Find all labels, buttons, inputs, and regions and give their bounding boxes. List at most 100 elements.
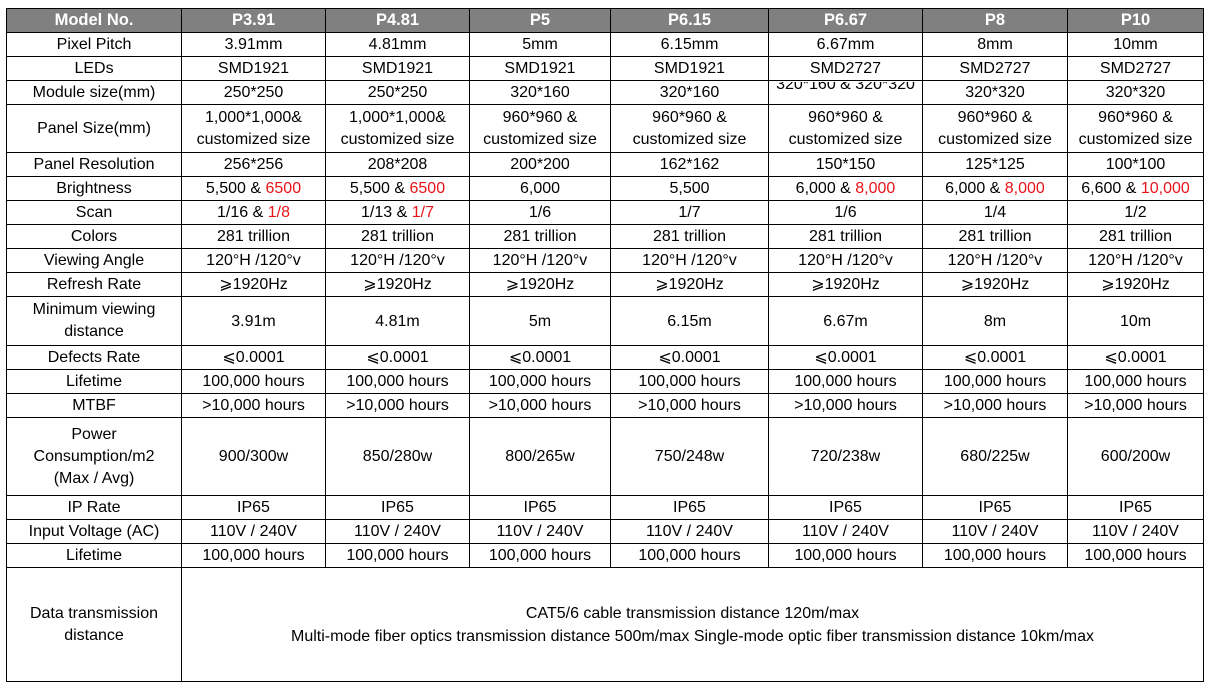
spec-cell: 120°H /120°v <box>1067 248 1204 273</box>
spec-cell: 100,000 hours <box>1067 543 1204 568</box>
spec-cell: 281 trillion <box>1067 224 1204 249</box>
spec-cell: 750/248w <box>610 417 769 496</box>
header-row: Model No. P3.91 P4.81 P5 P6.15 P6.67 P8 P10 <box>6 8 1204 33</box>
table-row: Minimum viewing distance 3.91m 4.81m 5m 6.15m… <box>6 296 1204 346</box>
spec-cell: SMD2727 <box>1067 56 1204 81</box>
table-row: Viewing Angle 120°H /120°v 120°H /120°v 120… <box>6 248 1204 273</box>
spec-cell: 4.81mm <box>325 32 470 57</box>
spec-cell: 320*320 <box>1067 80 1204 105</box>
spec-cell: 5,500 <box>610 176 769 201</box>
spec-cell: 110V / 240V <box>610 519 769 544</box>
spec-cell: 110V / 240V <box>1067 519 1204 544</box>
spec-cell: 100,000 hours <box>1067 369 1204 394</box>
spec-cell: 6,000 <box>469 176 611 201</box>
data-transmission-cell: CAT5/6 cable transmission distance 120m/… <box>181 567 1204 682</box>
spec-cell: ⩾1920Hz <box>610 272 769 297</box>
text-line: customized size <box>340 130 455 148</box>
spec-cell: 281 trillion <box>922 224 1068 249</box>
row-label: Panel Size(mm) <box>6 104 182 153</box>
highlight-value: 8,000 <box>1004 180 1045 197</box>
row-label: IP Rate <box>6 495 182 520</box>
highlight-value: 1/8 <box>267 204 290 221</box>
spec-cell: 6.67m <box>768 296 923 346</box>
value-text: 6,600 & <box>1081 180 1141 197</box>
spec-cell: 960*960 & customized size <box>610 104 769 153</box>
table-row: Pixel Pitch 3.91mm 4.81mm 5mm 6.15mm 6.67mm 8m… <box>6 32 1204 57</box>
spec-cell: 100,000 hours <box>922 369 1068 394</box>
spec-cell: ⩽0.0001 <box>922 345 1068 370</box>
spec-cell: 110V / 240V <box>768 519 923 544</box>
spec-cell: 5,500 & 6500 <box>181 176 326 201</box>
transmission-line: CAT5/6 cable transmission distance 120m/… <box>525 604 860 622</box>
header-model: P4.81 <box>325 8 470 33</box>
spec-cell: 100*100 <box>1067 152 1204 177</box>
text-line: customized size <box>196 130 311 148</box>
spec-cell: 100,000 hours <box>610 543 769 568</box>
spec-cell: IP65 <box>768 495 923 520</box>
highlight-value: 6500 <box>409 180 446 197</box>
spec-cell: 680/225w <box>922 417 1068 496</box>
row-label: LEDs <box>6 56 182 81</box>
row-label: Lifetime <box>6 369 182 394</box>
text-line: Consumption/m2 <box>33 447 155 465</box>
row-label: Power Consumption/m2 (Max / Avg) <box>6 417 182 496</box>
highlight-value: 8,000 <box>855 180 896 197</box>
row-label: MTBF <box>6 393 182 418</box>
spec-cell: 320*320 <box>922 80 1068 105</box>
spec-cell: ⩽0.0001 <box>610 345 769 370</box>
row-label: Pixel Pitch <box>6 32 182 57</box>
spec-cell: 1/6 <box>768 200 923 225</box>
header-model: P5 <box>469 8 611 33</box>
spec-cell: 8mm <box>922 32 1068 57</box>
header-model-no: Model No. <box>6 8 182 33</box>
table-row: Brightness 5,500 & 6500 5,500 & 6500 6,000 5… <box>6 176 1204 201</box>
spec-cell: SMD2727 <box>768 56 923 81</box>
spec-cell: 110V / 240V <box>181 519 326 544</box>
text-line: 960*960 & <box>1098 108 1173 126</box>
spec-cell: >10,000 hours <box>181 393 326 418</box>
spec-cell: 960*960 & customized size <box>1067 104 1204 153</box>
spec-cell: ⩽0.0001 <box>181 345 326 370</box>
highlight-value: 1/7 <box>411 204 434 221</box>
spec-cell: 281 trillion <box>469 224 611 249</box>
row-label: Input Voltage (AC) <box>6 519 182 544</box>
spec-cell: IP65 <box>469 495 611 520</box>
text-line: 960*960 & <box>502 108 578 126</box>
spec-cell: 5,500 & 6500 <box>325 176 470 201</box>
spec-cell: 120°H /120°v <box>768 248 923 273</box>
highlight-value: 10,000 <box>1140 180 1190 197</box>
text-line: 1,000*1,000& <box>205 108 302 126</box>
value-text: 5,500 & <box>205 180 266 197</box>
spec-cell: 960*960 & customized size <box>922 104 1068 153</box>
row-label: Defects Rate <box>6 345 182 370</box>
text-line: customized size <box>632 130 747 148</box>
table-row: Scan 1/16 & 1/8 1/13 & 1/7 1/6 1/7 1/6 1/4 1/2 <box>6 200 1204 225</box>
row-label: Scan <box>6 200 182 225</box>
spec-cell: 100,000 hours <box>325 369 470 394</box>
spec-cell: 1,000*1,000& customized size <box>181 104 326 153</box>
table-row: Panel Resolution 256*256 208*208 200*200 162… <box>6 152 1204 177</box>
header-model: P3.91 <box>181 8 326 33</box>
text-line: customized size <box>788 130 903 148</box>
spec-cell: IP65 <box>325 495 470 520</box>
value-text: 1/13 & <box>361 204 412 221</box>
spec-cell: 4.81m <box>325 296 470 346</box>
table-row: LEDs SMD1921 SMD1921 SMD1921 SMD1921 SMD2727 S… <box>6 56 1204 81</box>
spec-cell: SMD1921 <box>325 56 470 81</box>
highlight-value: 6500 <box>265 180 302 197</box>
spec-cell: 125*125 <box>922 152 1068 177</box>
table-row: Colors 281 trillion 281 trillion 281 trilli… <box>6 224 1204 249</box>
row-label: Lifetime <box>6 543 182 568</box>
text-line: Power <box>71 425 117 443</box>
spec-cell: 1/2 <box>1067 200 1204 225</box>
spec-cell: 1/7 <box>610 200 769 225</box>
spec-cell: 120°H /120°v <box>325 248 470 273</box>
spec-cell: ⩽0.0001 <box>469 345 611 370</box>
spec-cell: 8m <box>922 296 1068 346</box>
value-text: 5,500 & <box>349 180 410 197</box>
spec-cell: IP65 <box>610 495 769 520</box>
spec-cell: 162*162 <box>610 152 769 177</box>
spec-cell: 6.15m <box>610 296 769 346</box>
header-model: P6.15 <box>610 8 769 33</box>
spec-table: Model No. P3.91 P4.81 P5 P6.15 P6.67 P8 P10 Pix… <box>6 8 1204 682</box>
